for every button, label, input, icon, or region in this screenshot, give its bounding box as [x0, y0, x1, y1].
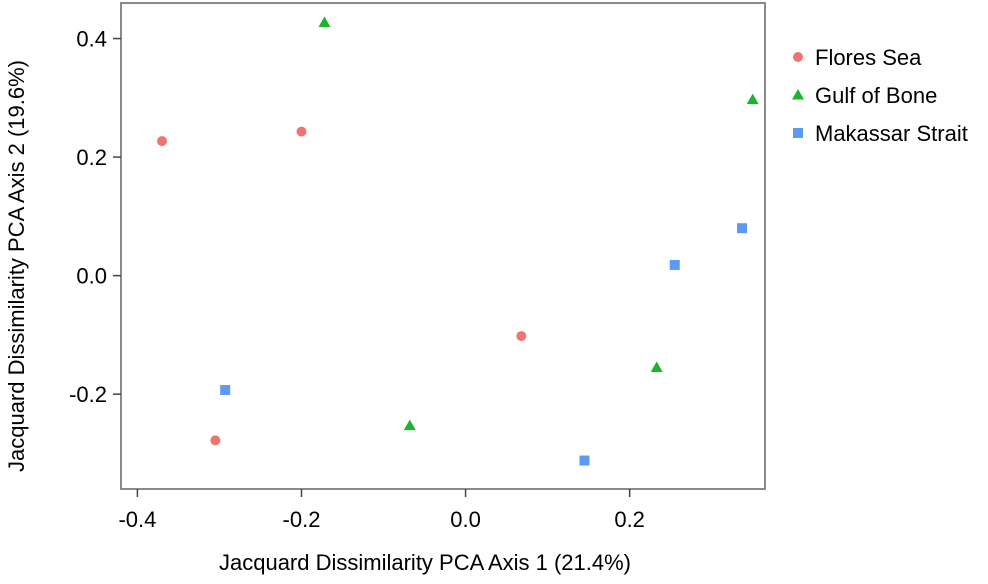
data-point [403, 419, 416, 431]
plot-area [120, 2, 766, 490]
data-point [220, 385, 231, 396]
y-tick-label: 0.0 [76, 264, 107, 289]
series-makassar-strait [220, 223, 748, 466]
legend-label: Makassar Strait [815, 121, 968, 146]
legend-marker [793, 128, 803, 138]
data-point [650, 361, 663, 372]
legend-entry: Makassar Strait [793, 121, 968, 146]
y-tick-label: -0.2 [69, 382, 107, 407]
data-point [296, 126, 307, 137]
x-tick-label: 0.0 [450, 507, 481, 532]
plot-frame [120, 2, 766, 490]
legend-marker [793, 52, 803, 62]
data-point [157, 136, 168, 147]
legend-entry: Flores Sea [793, 45, 922, 70]
legend-label: Flores Sea [815, 45, 922, 70]
x-tick-label: -0.2 [283, 507, 321, 532]
axes: -0.4 -0.2 0.0 0.2 -0.2 0.0 0.2 0.4 Jacquard Diss… [4, 27, 645, 575]
legend-marker [792, 89, 804, 100]
legend: Flores Sea Gulf of Bone Makassar Strait [792, 45, 968, 146]
data-point [737, 223, 748, 234]
x-axis-label: Jacquard Dissimilarity PCA Axis 1 (21.4%… [219, 550, 631, 575]
data-point [516, 331, 527, 342]
series-gulf-of-bone [318, 16, 759, 431]
y-tick-label: 0.2 [76, 145, 107, 170]
data-point [318, 16, 331, 28]
data-points [157, 16, 759, 466]
legend-entry: Gulf of Bone [792, 83, 937, 108]
legend-label: Gulf of Bone [815, 83, 937, 108]
data-point [669, 259, 680, 270]
y-tick-label: 0.4 [76, 27, 107, 52]
x-tick-label: 0.2 [614, 507, 645, 532]
data-point [579, 455, 590, 466]
data-point [746, 93, 759, 105]
x-tick-label: -0.4 [118, 507, 156, 532]
data-point [210, 435, 221, 446]
series-flores-sea [157, 126, 527, 446]
y-axis-label: Jacquard Dissimilarity PCA Axis 2 (19.6%… [4, 60, 29, 472]
